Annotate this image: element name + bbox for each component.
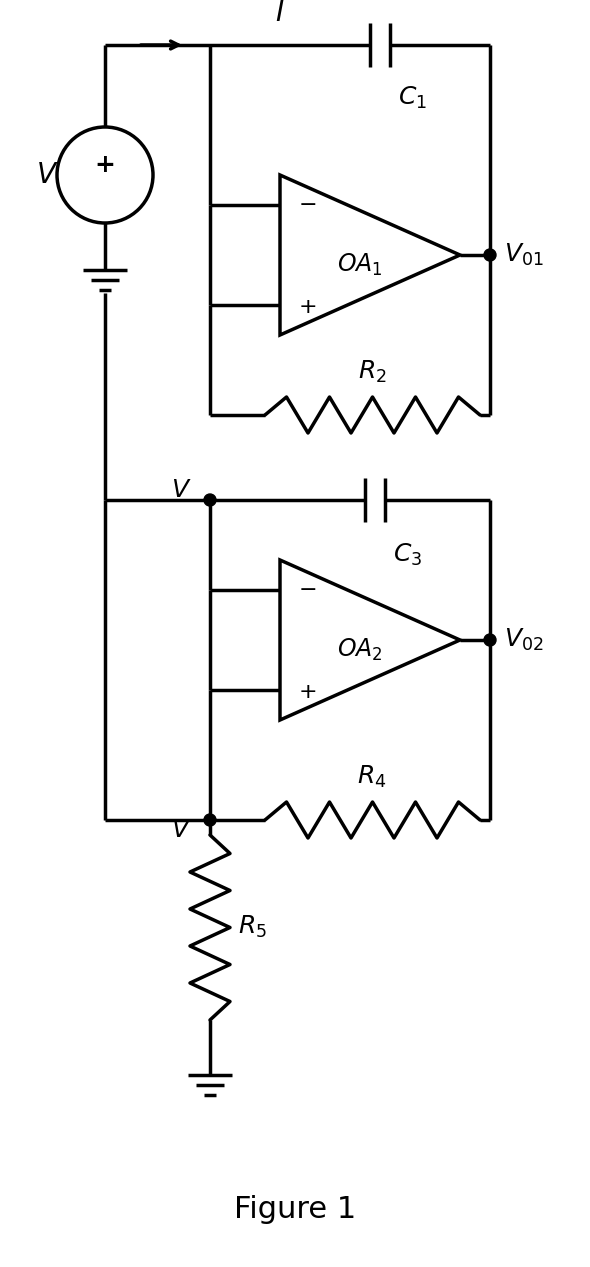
Text: $V_{01}$: $V_{01}$	[504, 242, 544, 269]
Text: $+$: $+$	[298, 296, 316, 317]
Text: Figure 1: Figure 1	[234, 1196, 356, 1224]
Text: $I$: $I$	[276, 0, 285, 27]
Text: $R_2$: $R_2$	[358, 359, 386, 385]
Text: $R_5$: $R_5$	[238, 914, 267, 940]
Text: $V$: $V$	[172, 478, 192, 502]
Text: $OA_1$: $OA_1$	[337, 252, 383, 277]
Circle shape	[484, 250, 496, 261]
Text: $V$: $V$	[36, 161, 58, 189]
Circle shape	[204, 813, 216, 826]
Circle shape	[204, 494, 216, 506]
Text: $-$: $-$	[298, 578, 316, 598]
Text: $V_{02}$: $V_{02}$	[504, 627, 543, 653]
Text: $C_1$: $C_1$	[398, 85, 427, 111]
Text: $C_3$: $C_3$	[393, 542, 422, 568]
Text: $V$: $V$	[172, 818, 192, 843]
Text: $OA_2$: $OA_2$	[337, 637, 383, 663]
Text: $R_4$: $R_4$	[358, 764, 386, 791]
Text: $+$: $+$	[298, 682, 316, 702]
Text: +: +	[94, 153, 116, 177]
Text: $-$: $-$	[298, 193, 316, 213]
Circle shape	[484, 634, 496, 646]
